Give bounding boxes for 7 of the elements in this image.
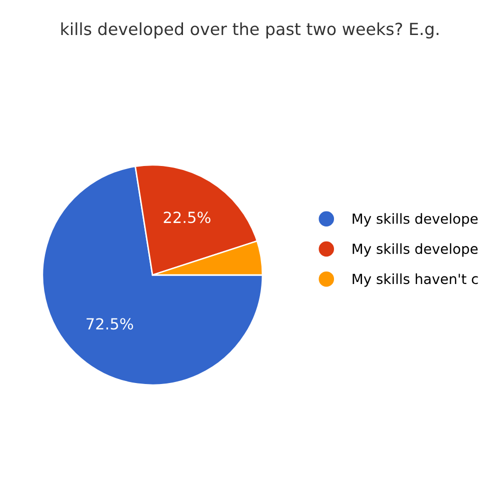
legend-label: My skills develope [352, 213, 478, 227]
data-label: 22.5% [164, 212, 210, 224]
legend-label: My skills haven't c [352, 273, 478, 287]
legend-label: My skills develope [352, 243, 478, 257]
pie-slice [42, 166, 264, 386]
chart-title: kills developed over the past two weeks? E.g. [61, 22, 438, 38]
data-label: 72.5% [86, 318, 134, 330]
